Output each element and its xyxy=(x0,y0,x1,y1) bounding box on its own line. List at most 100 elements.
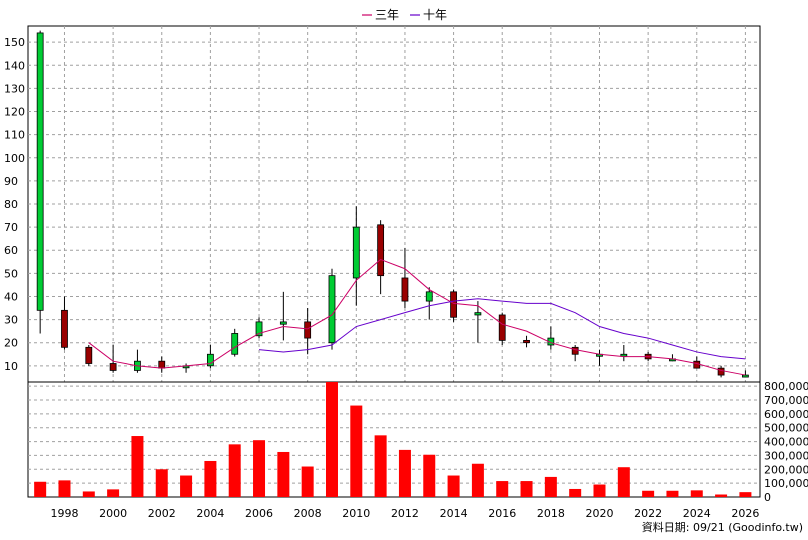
candle-body xyxy=(255,321,263,337)
candle-body xyxy=(158,360,166,369)
volume-bar xyxy=(471,463,484,497)
price-tick-label: 130 xyxy=(4,82,25,95)
candle-body xyxy=(304,321,312,339)
price-tick-label: 50 xyxy=(4,267,18,280)
volume-tick-label: 700,000 xyxy=(764,394,808,407)
x-tick-label: 2022 xyxy=(634,507,662,520)
x-tick-label: 2006 xyxy=(245,507,273,520)
volume-tick-label: 100,000 xyxy=(764,477,808,490)
legend: 三年 十年 xyxy=(362,8,447,22)
volume-plot-area xyxy=(27,381,761,498)
volume-bar xyxy=(350,405,363,497)
candle-body xyxy=(231,333,239,355)
volume-tick-label: 400,000 xyxy=(764,436,808,449)
candle-body xyxy=(523,339,530,344)
price-tick-label: 90 xyxy=(4,175,18,188)
price-tick-label: 80 xyxy=(4,198,18,211)
candle-body xyxy=(352,226,360,279)
candle-body xyxy=(474,312,482,316)
volume-panel: 0100,000200,000300,000400,000500,000600,… xyxy=(27,380,808,504)
price-tick-label: 70 xyxy=(4,221,18,234)
volume-bar xyxy=(325,382,338,497)
price-tick-label: 110 xyxy=(4,129,25,142)
volume-bar xyxy=(569,488,582,497)
candle-body xyxy=(571,346,579,355)
volume-bar xyxy=(593,484,606,497)
x-axis: 1998 2000 2002 2004 2006 2008 2010 2012 2014 2016… xyxy=(50,507,759,520)
candle-body xyxy=(36,32,44,311)
volume-bar xyxy=(374,435,387,497)
volume-bar xyxy=(398,449,411,497)
price-tick-label: 150 xyxy=(4,36,25,49)
candle-body xyxy=(425,291,433,302)
volume-tick-label: 800,000 xyxy=(764,380,808,393)
legend-label: 十年 xyxy=(423,8,447,22)
three-year-line xyxy=(88,258,746,376)
candle-body xyxy=(279,321,287,325)
candle-body xyxy=(206,353,214,367)
price-tick-label: 30 xyxy=(4,314,18,327)
volume-bar xyxy=(253,440,266,497)
candle-body xyxy=(693,360,701,369)
legend-label: 三年 xyxy=(375,8,399,22)
volume-bar xyxy=(82,491,95,497)
x-tick-label: 1998 xyxy=(50,507,78,520)
x-tick-label: 2002 xyxy=(148,507,176,520)
volume-bar xyxy=(204,460,217,497)
price-tick-label: 40 xyxy=(4,290,18,303)
ten-year-line xyxy=(258,298,746,360)
volume-tick-label: 200,000 xyxy=(764,463,808,476)
volume-bar xyxy=(617,467,630,497)
footer-date: 資料日期: 09/21 (Goodinfo.tw) xyxy=(642,520,803,534)
volume-tick-label: 500,000 xyxy=(764,422,808,435)
price-tick-label: 140 xyxy=(4,59,25,72)
x-tick-label: 2026 xyxy=(731,507,759,520)
volume-bar xyxy=(277,451,290,497)
candle-body xyxy=(61,309,68,348)
x-tick-label: 2010 xyxy=(342,507,370,520)
candle-body xyxy=(85,346,93,364)
volume-bar xyxy=(447,475,460,497)
volume-bar xyxy=(715,494,728,497)
price-tick-label: 120 xyxy=(4,106,25,119)
price-panel: 10 20 30 40 50 60 70 80 90 100 110 120 130 140 150 xyxy=(4,25,761,497)
candle-body xyxy=(742,374,749,378)
volume-bar xyxy=(496,481,509,497)
candle-body xyxy=(450,291,457,318)
candle-body xyxy=(498,314,506,341)
x-tick-label: 2024 xyxy=(683,507,711,520)
volume-bar xyxy=(34,481,47,497)
x-tick-label: 2000 xyxy=(99,507,127,520)
candle-body xyxy=(328,275,336,344)
x-tick-label: 2016 xyxy=(488,507,516,520)
volume-bar xyxy=(642,490,655,497)
price-tick-label: 10 xyxy=(4,360,18,373)
x-tick-label: 2018 xyxy=(537,507,565,520)
volume-bar xyxy=(180,475,193,497)
volume-bar xyxy=(107,489,120,497)
volume-bar xyxy=(423,454,436,497)
candle-body xyxy=(377,224,385,277)
x-tick-label: 2012 xyxy=(391,507,419,520)
price-tick-label: 60 xyxy=(4,244,18,257)
price-tick-label: 20 xyxy=(4,337,18,350)
volume-bar xyxy=(520,481,533,497)
volume-bar xyxy=(739,492,752,497)
volume-bar xyxy=(301,466,314,497)
price-tick-label: 100 xyxy=(4,152,25,165)
volume-tick-label: 0 xyxy=(764,491,771,504)
candle-body xyxy=(109,363,117,371)
volume-bar xyxy=(58,480,71,497)
volume-bar xyxy=(131,436,144,497)
candle-body xyxy=(717,367,725,376)
candle-body xyxy=(401,277,409,302)
volume-bar xyxy=(666,490,679,497)
volume-tick-label: 300,000 xyxy=(764,449,808,462)
x-tick-label: 2020 xyxy=(585,507,613,520)
x-tick-label: 2004 xyxy=(196,507,224,520)
volume-bar xyxy=(228,444,241,497)
x-tick-label: 2008 xyxy=(294,507,322,520)
volume-bar xyxy=(690,490,703,497)
x-tick-label: 2014 xyxy=(440,507,468,520)
